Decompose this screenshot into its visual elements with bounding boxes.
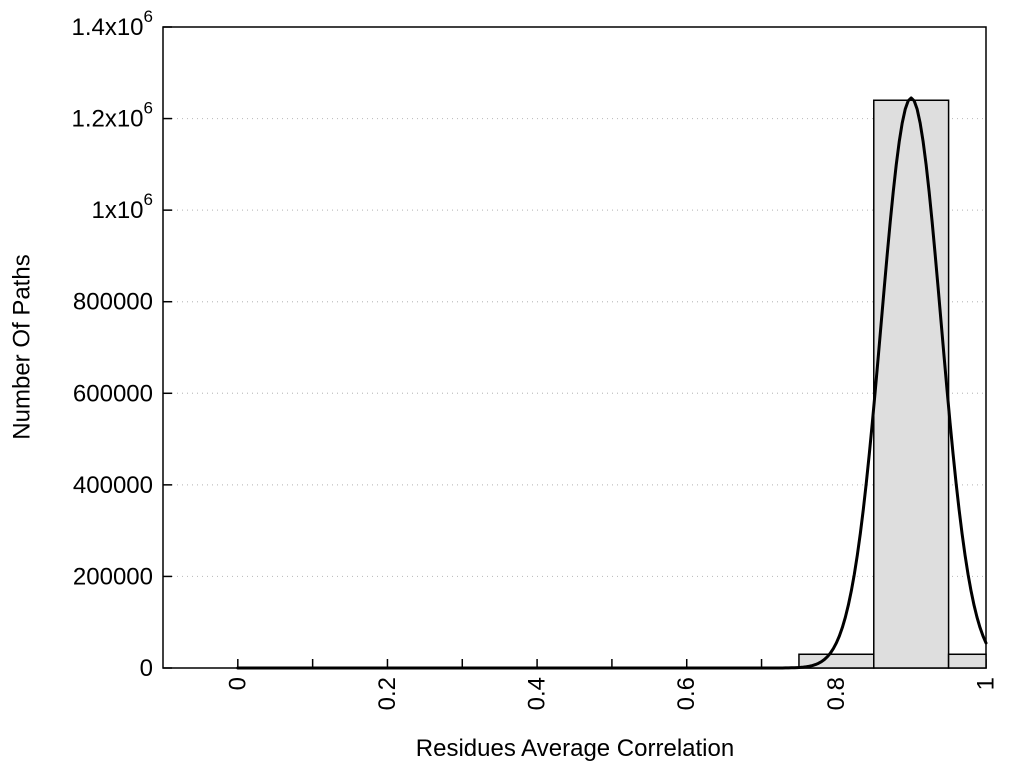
y-tick-labels: 0 200000 400000 600000 800000 1x106 1.2x106 1.4… [71,7,153,682]
y-tick-label: 600000 [73,380,153,407]
fit-curve-group [236,96,988,670]
y-tick-label: 1.2x106 [71,98,153,132]
x-tick-labels: 0 0.2 0.4 0.6 0.8 1 [224,677,999,710]
x-tick-label: 0 [224,677,251,690]
x-tick-label: 0.2 [374,677,401,710]
x-axis-title: Residues Average Correlation [416,735,734,762]
x-tick-label: 0.6 [673,677,700,710]
histogram-bars [798,99,987,669]
y-tick-label: 0 [140,655,153,682]
plot-border [162,26,987,669]
y-tick-label: 1x106 [91,190,153,224]
y-axis-title: Number Of Paths [9,254,36,439]
x-tick-label: 0.4 [524,677,551,710]
histogram-bar [947,653,987,669]
gridlines [172,117,985,578]
x-tick-label: 1 [973,677,1000,690]
y-tick-label: 400000 [73,471,153,498]
y-tick-label: 1.4x106 [71,7,153,41]
axis-ticks [163,26,987,669]
fit-curve [236,96,988,670]
x-tick-label: 0.8 [823,677,850,710]
histogram-bar [873,99,950,669]
y-tick-label: 200000 [73,563,153,590]
y-tick-label: 800000 [73,288,153,315]
